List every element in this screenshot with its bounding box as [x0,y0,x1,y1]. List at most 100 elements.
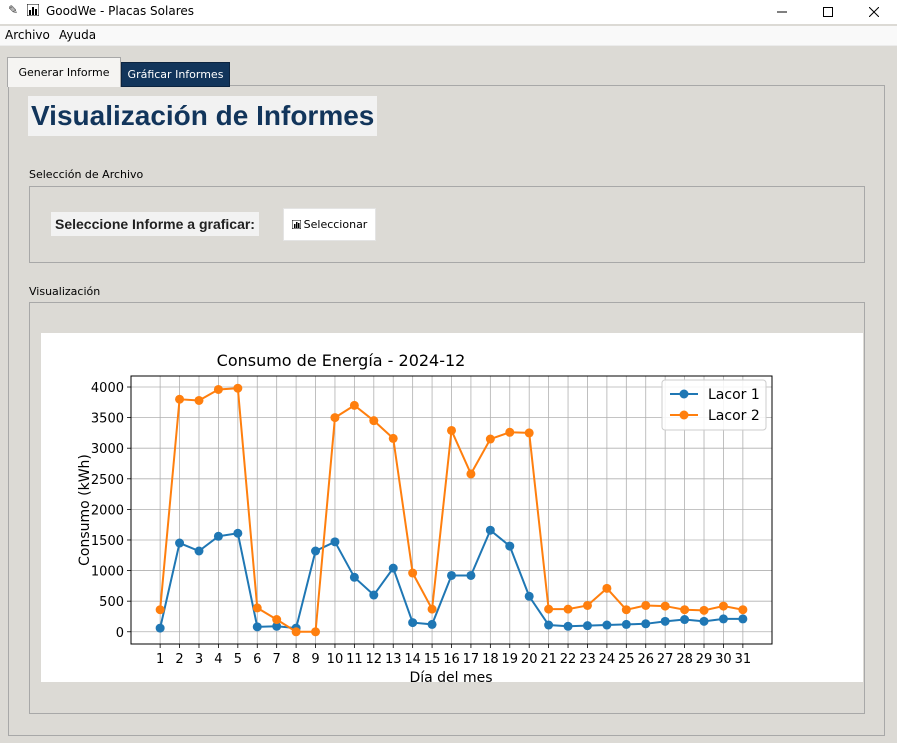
tab-generar-informe[interactable]: Generar Informe [7,57,121,87]
data-point [602,620,612,630]
y-tick-label: 2500 [91,473,124,488]
legend-label: Lacor 1 [708,387,760,403]
maximize-icon [823,7,833,17]
x-tick-label: 30 [715,652,732,667]
x-tick-label: 4 [214,652,222,667]
data-point [388,563,398,573]
data-point [718,601,728,611]
x-tick-label: 14 [404,652,421,667]
data-point [641,619,651,629]
maximize-button[interactable] [805,0,851,24]
data-point [466,469,476,479]
x-tick-label: 25 [618,652,635,667]
x-tick-label: 15 [424,652,441,667]
data-point [369,416,379,426]
close-icon [869,7,879,17]
x-tick-label: 11 [346,652,363,667]
x-tick-label: 10 [327,652,344,667]
data-point [369,590,379,600]
x-tick-label: 7 [273,652,281,667]
select-button-label: Seleccionar [303,218,368,231]
x-tick-label: 2 [175,652,183,667]
y-tick-label: 3000 [91,442,124,457]
x-tick-label: 18 [482,652,499,667]
y-axis-label: Consumo (kWh) [77,454,93,566]
data-point [447,425,456,435]
select-button[interactable]: Seleccionar [283,208,376,241]
y-tick-label: 500 [99,595,124,610]
data-point [544,620,554,630]
x-tick-label: 27 [657,652,674,667]
data-point [272,621,282,631]
title-bar: ✎ GoodWe - Placas Solares [0,0,897,24]
data-point [272,615,282,625]
plot-frame [130,375,773,645]
data-point [563,604,573,614]
viz-section-frame [29,302,865,714]
x-tick-label: 17 [463,652,480,667]
page-title: Visualización de Informes [28,96,378,136]
x-tick-label: 8 [292,652,300,667]
x-tick-label: 19 [501,652,518,667]
tab-graficar-informes[interactable]: Gráficar Informes [121,62,230,87]
data-point [427,619,437,629]
data-point [699,605,709,615]
select-report-label: Seleccione Informe a graficar: [51,212,259,236]
data-point [194,395,204,405]
data-point [447,570,456,580]
data-point [175,538,185,548]
canvas-edge [853,333,863,682]
data-point [349,400,359,410]
x-tick-label: 3 [195,652,203,667]
y-tick-label: 4000 [91,381,124,396]
y-tick-label: 3500 [91,412,124,427]
data-point [388,433,398,443]
data-point [311,627,321,637]
data-point [524,591,534,601]
x-tick-label: 9 [311,652,319,667]
x-tick-label: 26 [637,652,654,667]
y-tick-label: 1500 [91,534,124,549]
data-point [213,531,223,541]
chart-title: Consumo de Energía - 2024-12 [217,351,466,370]
bar-chart-icon [27,4,39,16]
bar-chart-icon [291,220,301,229]
menu-archivo[interactable]: Archivo [5,28,50,42]
data-point [660,616,670,626]
data-point [466,570,476,580]
x-tick-label: 5 [234,652,242,667]
y-tick-label: 1000 [91,565,124,580]
legend-marker [679,410,689,420]
data-point [544,604,554,614]
x-tick-label: 21 [540,652,557,667]
x-tick-label: 28 [676,652,693,667]
x-tick-label: 16 [443,652,460,667]
minimize-icon [777,11,787,13]
data-point [582,600,592,610]
window-title: GoodWe - Placas Solares [46,4,194,18]
data-point [641,600,651,610]
x-axis-label: Día del mes [409,670,492,682]
close-button[interactable] [851,0,897,24]
feather-icon: ✎ [8,3,19,17]
data-point [330,413,340,423]
data-point [660,601,670,611]
data-point [699,616,709,626]
data-point [680,615,690,625]
legend-marker [679,389,689,399]
data-point [291,627,301,637]
data-point [427,604,437,614]
data-point [582,621,592,631]
minimize-button[interactable] [759,0,805,24]
x-tick-label: 20 [521,652,538,667]
x-tick-label: 29 [696,652,713,667]
x-tick-label: 6 [253,652,261,667]
data-point [505,541,515,551]
data-point [485,525,495,535]
legend-label: Lacor 2 [708,408,760,424]
y-tick-label: 2000 [91,503,124,518]
data-point [233,383,243,393]
data-point [311,546,321,556]
menu-ayuda[interactable]: Ayuda [59,28,97,42]
x-tick-label: 12 [366,652,383,667]
